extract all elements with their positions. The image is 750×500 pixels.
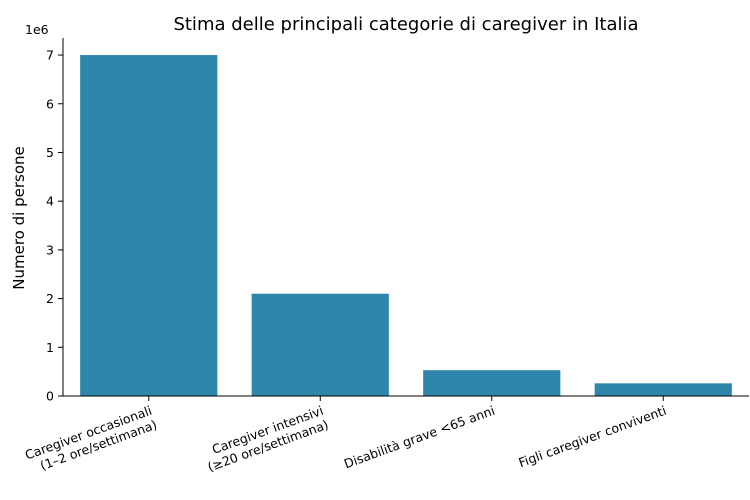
bar (80, 55, 218, 397)
y-tick-label: 5 (46, 145, 54, 160)
bar (423, 370, 561, 396)
x-tick-label-line: Figli caregiver conviventi (517, 403, 669, 470)
x-tick-label: Caregiver intensivi(≥20 ore/settimana) (200, 403, 330, 475)
y-tick-label: 0 (46, 389, 54, 404)
bar (594, 383, 732, 396)
y-tick-label: 6 (46, 96, 54, 111)
bar (251, 293, 389, 396)
x-tick-label-line: Disabilità grave <65 anni (342, 403, 497, 472)
y-axis-label: Numero di persone (10, 146, 28, 289)
y-tick-label: 2 (46, 291, 54, 306)
x-tick-label: Figli caregiver conviventi (517, 403, 669, 470)
x-tick-label: Disabilità grave <65 anni (342, 403, 497, 472)
x-tick-label: Caregiver occasionali(1–2 ore/settimana) (23, 403, 159, 477)
y-tick-label: 7 (46, 48, 54, 63)
y-tick-label: 1 (46, 340, 54, 355)
chart-title: Stima delle principali categorie di care… (173, 14, 638, 35)
y-axis-offset-label: 1e6 (25, 22, 49, 37)
y-tick-label: 3 (46, 242, 54, 257)
y-tick-label: 4 (46, 194, 54, 209)
plot-area: 0 1 2 3 4 5 6 7 Caregiver occasionali(1–2 ore/se… (23, 48, 732, 477)
